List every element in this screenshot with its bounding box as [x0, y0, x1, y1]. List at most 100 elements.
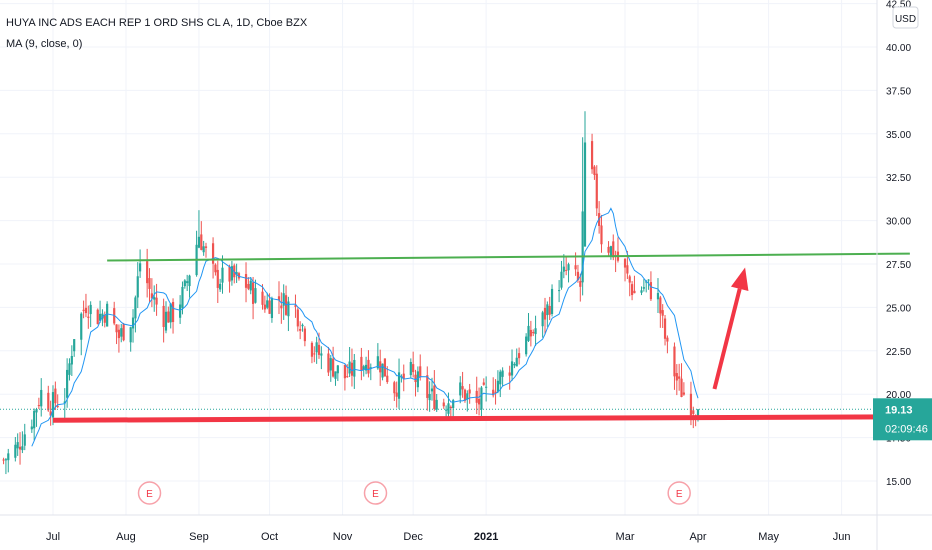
candle-body [430, 388, 434, 392]
candle-body [562, 266, 565, 272]
candle-body [600, 225, 603, 245]
currency-button[interactable]: USD [892, 6, 919, 29]
candle-body [499, 371, 502, 385]
candle-body [480, 387, 483, 410]
candle-body [477, 398, 481, 405]
candle-body [35, 409, 38, 413]
currency-label[interactable]: USD [895, 14, 916, 25]
last-price-tag: 19.13 02:09:46 [873, 398, 932, 441]
candle-body [266, 300, 269, 308]
candle-body [54, 388, 57, 404]
candle-body [214, 264, 217, 273]
y-tick-label: 27.50 [886, 260, 911, 271]
y-tick-label: 15.00 [886, 477, 911, 488]
candle-body [680, 378, 683, 397]
earnings-marker-circle[interactable] [667, 481, 691, 505]
candle-body [164, 311, 168, 331]
y-tick-label: 25.00 [886, 303, 911, 314]
candle-body [87, 316, 90, 318]
candle-body [376, 356, 379, 369]
candle-body [543, 307, 547, 320]
candle-body [393, 382, 396, 394]
candle-body [492, 389, 495, 396]
candle-body [204, 246, 208, 248]
grid [0, 0, 877, 515]
candle-body [329, 358, 332, 371]
y-tick-label: 32.50 [886, 173, 911, 184]
candle-body [360, 356, 363, 371]
candle-body [146, 261, 149, 284]
candle-body [287, 301, 290, 317]
candle-body [397, 372, 401, 399]
y-tick-label: 37.50 [886, 86, 911, 97]
candle-body [211, 243, 215, 264]
y-tick-label: 40.00 [886, 43, 911, 54]
candle-body [14, 444, 17, 458]
last-price-background [873, 398, 932, 441]
candle-body [115, 324, 118, 333]
candle-body [70, 355, 73, 365]
resistance-line[interactable] [107, 252, 910, 262]
candle-body [162, 305, 165, 327]
ma-line [31, 207, 699, 447]
candle-body [2, 459, 5, 461]
candle-body [590, 141, 594, 170]
candle-body [367, 359, 370, 374]
candle-body [249, 280, 252, 291]
candle-body [576, 271, 580, 281]
candle-body [138, 263, 142, 272]
candle-body [4, 459, 8, 461]
candle-body [558, 290, 561, 292]
candle-body [73, 339, 76, 352]
candle-body [515, 357, 518, 367]
candle-body [494, 391, 497, 393]
candle-body [49, 411, 52, 416]
candle-body [640, 290, 643, 293]
candle-body [343, 364, 346, 379]
candle-body [449, 406, 452, 409]
candle-body [101, 313, 104, 319]
candle-body [16, 442, 19, 449]
candle-body [581, 211, 584, 283]
currency-button-frame[interactable] [892, 6, 919, 29]
indicator-label[interactable]: MA (9, close, 0) [6, 38, 82, 50]
candle-body [63, 401, 66, 404]
earnings-marker[interactable]: E [667, 481, 691, 505]
earnings-marker-circle[interactable] [363, 481, 388, 505]
y-tick-label: 35.00 [886, 130, 911, 141]
candle-body [663, 318, 667, 339]
candle-body [583, 142, 587, 247]
candle-body [7, 453, 10, 461]
candle-body [37, 405, 40, 407]
trend-lines[interactable] [52, 252, 910, 423]
projection-arrow-head[interactable] [730, 267, 749, 292]
candle-body [334, 371, 337, 379]
candle-body [607, 246, 610, 253]
projection-arrow-shaft[interactable] [712, 288, 742, 390]
earnings-marker[interactable]: E [363, 481, 388, 505]
y-tick-label: 30.00 [886, 217, 911, 228]
candle-body [689, 393, 693, 416]
candle-body [80, 313, 83, 340]
candle-body [148, 278, 151, 289]
candle-body [332, 358, 335, 377]
candle-body [303, 328, 306, 342]
candle-body [546, 304, 549, 316]
candle-body [656, 292, 660, 300]
candle-body [66, 369, 69, 398]
earnings-marker[interactable]: E [137, 481, 162, 505]
candle-body [317, 344, 321, 355]
candle-body [254, 288, 257, 303]
support-line[interactable] [52, 414, 910, 423]
candle-body [263, 304, 266, 310]
candle-body [527, 325, 530, 341]
y-tick-label: 42.50 [886, 0, 911, 11]
candle-body [353, 359, 356, 377]
candle-body [150, 293, 153, 299]
y-tick-label: 20.00 [886, 390, 911, 401]
candle-body [82, 309, 85, 311]
earnings-marker-circle[interactable] [137, 481, 162, 505]
x-tick-label: Nov [333, 531, 353, 543]
